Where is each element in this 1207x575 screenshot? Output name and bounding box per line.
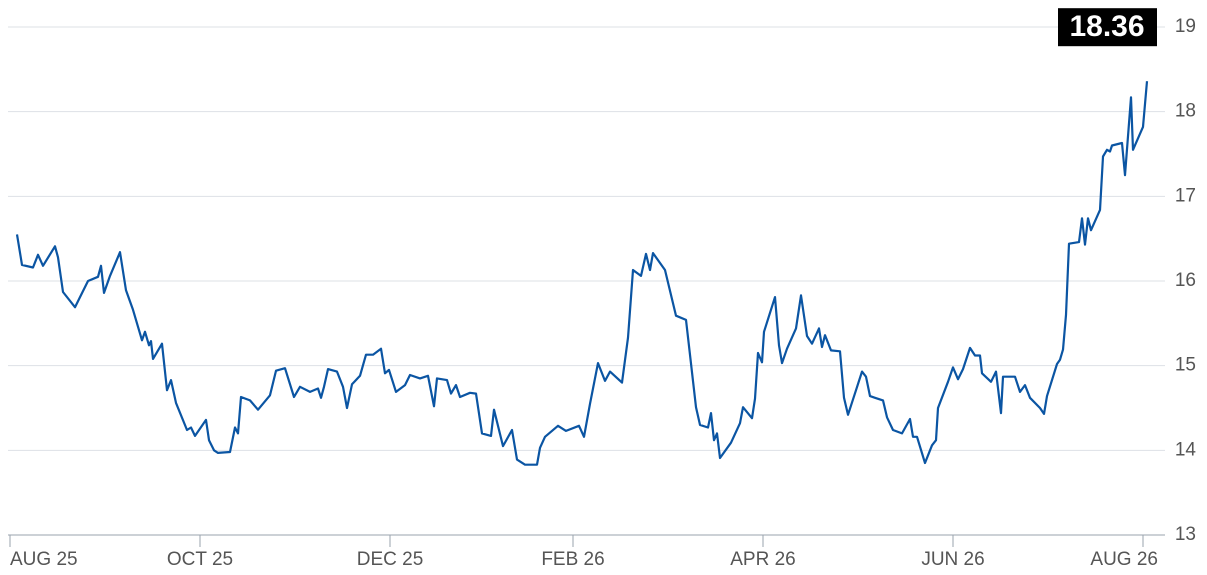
y-tick-label: 13 [1175, 524, 1196, 545]
x-tick-label: AUG 26 [1090, 549, 1158, 570]
y-tick-label: 17 [1175, 185, 1196, 206]
last-value-box [1058, 8, 1157, 47]
y-tick-label: 18 [1175, 101, 1196, 122]
x-tick-label: DEC 25 [357, 549, 424, 570]
last-value-label: 18.36 [1069, 10, 1144, 43]
y-tick-label: 16 [1175, 270, 1196, 291]
x-tick-label: JUN 26 [921, 549, 984, 570]
x-tick-label: APR 26 [730, 549, 795, 570]
y-tick-label: 19 [1175, 16, 1196, 37]
y-tick-label: 15 [1175, 355, 1196, 376]
x-tick-label: FEB 26 [541, 549, 604, 570]
x-tick-label: OCT 25 [167, 549, 233, 570]
y-tick-label: 14 [1175, 439, 1197, 460]
line [15, 81, 1149, 466]
x-tick-label: AUG 25 [10, 549, 78, 570]
